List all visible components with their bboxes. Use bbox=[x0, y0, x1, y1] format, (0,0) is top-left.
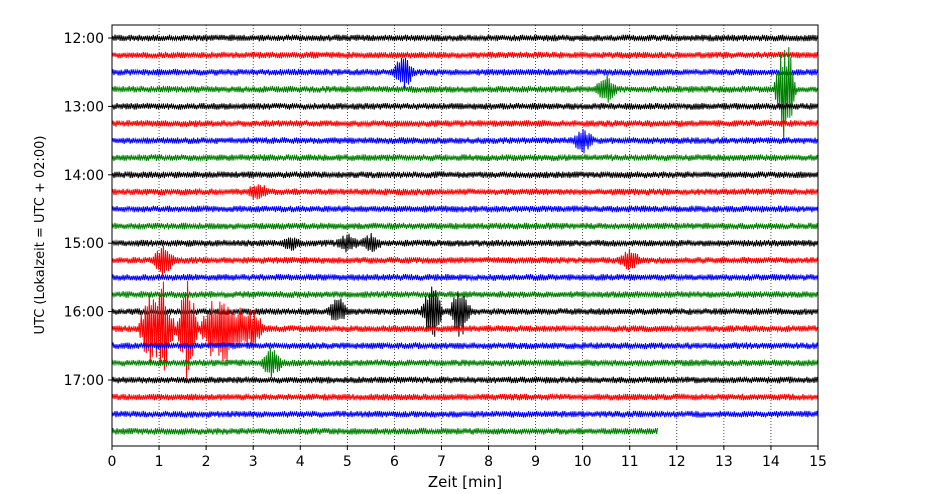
seismogram-trace bbox=[111, 47, 819, 144]
seismogram-trace bbox=[111, 341, 819, 350]
x-tick-label: 5 bbox=[343, 454, 352, 470]
y-axis-title: UTC (Lokalzeit = UTC + 02:00) bbox=[33, 136, 48, 335]
x-axis-ticks: 0 1 2 3 4 5 6 7 8 9 10 11 12 13 14 15 bbox=[108, 446, 827, 470]
seismogram-trace bbox=[111, 153, 819, 163]
x-tick-label: 14 bbox=[762, 454, 780, 470]
seismogram-trace bbox=[111, 128, 819, 154]
seismogram-trace bbox=[111, 222, 819, 231]
x-tick-label: 4 bbox=[296, 454, 305, 470]
y-tick-label: 14:00 bbox=[64, 168, 104, 184]
seismogram-trace bbox=[111, 392, 819, 402]
seismogram-trace bbox=[111, 57, 819, 89]
seismogram-trace bbox=[111, 204, 819, 213]
seismogram-trace bbox=[111, 273, 819, 282]
x-tick-label: 1 bbox=[155, 454, 164, 470]
seismogram-trace bbox=[111, 410, 819, 419]
seismogram-trace bbox=[111, 280, 819, 380]
x-tick-label: 7 bbox=[437, 454, 446, 470]
x-tick-label: 11 bbox=[621, 454, 639, 470]
seismogram-trace bbox=[111, 232, 819, 253]
y-tick-label: 17:00 bbox=[64, 373, 104, 389]
seismogram-trace bbox=[111, 290, 819, 299]
seismogram-trace bbox=[111, 170, 819, 180]
y-axis-ticks: 12:00 13:00 14:00 15:00 16:00 17:00 bbox=[64, 31, 112, 389]
seismogram-trace bbox=[111, 347, 819, 378]
x-tick-label: 15 bbox=[809, 454, 827, 470]
y-tick-label: 12:00 bbox=[64, 31, 104, 47]
seismogram-trace bbox=[111, 119, 819, 128]
seismogram-trace bbox=[111, 375, 819, 384]
x-axis-title: Zeit [min] bbox=[428, 473, 502, 491]
x-tick-label: 13 bbox=[715, 454, 733, 470]
x-tick-label: 10 bbox=[574, 454, 592, 470]
x-tick-label: 8 bbox=[484, 454, 493, 470]
trace-group bbox=[111, 34, 819, 436]
plot-frame bbox=[111, 24, 819, 447]
y-tick-label: 15:00 bbox=[64, 236, 104, 252]
x-tick-label: 3 bbox=[249, 454, 258, 470]
x-tick-label: 6 bbox=[390, 454, 399, 470]
seismogram-trace bbox=[111, 286, 819, 337]
x-tick-label: 2 bbox=[202, 454, 211, 470]
seismogram-trace bbox=[111, 51, 819, 60]
seismogram-trace bbox=[111, 427, 659, 436]
x-tick-label: 12 bbox=[668, 454, 686, 470]
seismogram-trace bbox=[111, 34, 819, 43]
y-tick-label: 16:00 bbox=[64, 305, 104, 321]
x-tick-label: 0 bbox=[108, 454, 117, 470]
seismogram-trace bbox=[111, 184, 819, 200]
x-tick-label: 9 bbox=[531, 454, 540, 470]
seismogram-trace bbox=[111, 102, 819, 111]
y-tick-label: 13:00 bbox=[64, 99, 104, 115]
seismogram-trace bbox=[111, 245, 819, 277]
